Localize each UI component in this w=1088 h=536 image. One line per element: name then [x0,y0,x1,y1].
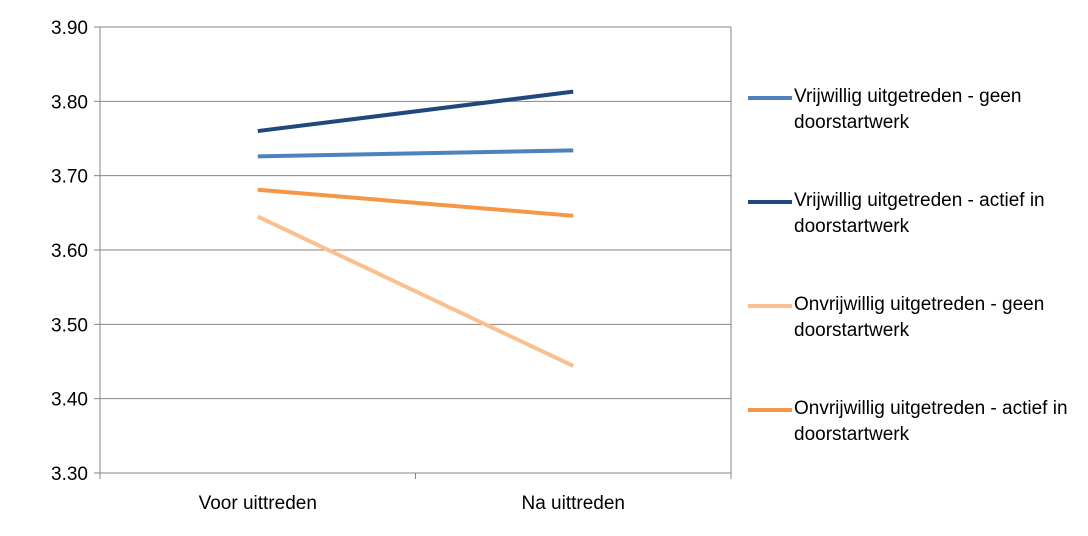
x-tick-label: Voor uittreden [199,493,317,514]
legend-label: Onvrijwillig uitgetreden - geen doorstar… [794,294,1045,341]
legend-swatch [748,408,792,412]
y-tick-label: 3.30 [51,464,88,485]
series-line-2 [257,89,574,134]
y-tick-label: 3.40 [51,390,88,411]
legend-item: Vrijwillig uitgetreden - actief in doors… [748,188,1088,292]
x-tick-label: Na uittreden [521,493,625,514]
legend-swatch [748,200,792,204]
y-tick-label: 3.70 [51,167,88,188]
y-axis-ticks: 3.90 3.80 3.70 3.60 3.50 3.40 3.30 [51,18,100,485]
series-line-1 [257,148,574,159]
legend-swatch [748,304,792,308]
legend-item: Onvrijwillig uitgetreden - actief in doo… [748,396,1088,500]
series-line-4 [257,187,574,218]
legend-item: Onvrijwillig uitgetreden - geen doorstar… [748,292,1088,396]
y-tick-label: 3.50 [51,315,88,336]
legend-swatch [748,96,792,100]
y-tick-label: 3.80 [51,92,88,113]
legend-item: Vrijwillig uitgetreden - geen doorstartw… [748,84,1088,188]
series-line-3 [256,214,575,368]
legend-label: Onvrijwillig uitgetreden - actief in doo… [794,398,1068,445]
y-tick-label: 3.60 [51,241,88,262]
x-axis-ticks: Voor uittreden Na uittreden [99,473,732,514]
legend: Vrijwillig uitgetreden - geen doorstartw… [748,84,1088,500]
y-tick-label: 3.90 [51,18,88,39]
series-lines [256,89,575,368]
legend-label: Vrijwillig uitgetreden - geen doorstartw… [794,86,1022,133]
legend-label: Vrijwillig uitgetreden - actief in doors… [794,190,1045,237]
gridlines [100,26,731,400]
